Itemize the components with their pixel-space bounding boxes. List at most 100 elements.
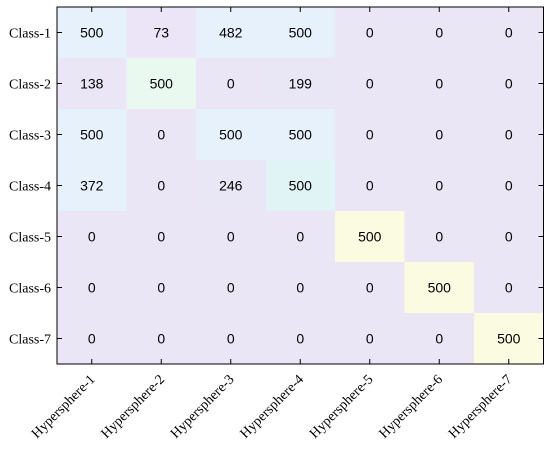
cell-value: 0 [366,331,374,347]
heatmap-cell [265,160,336,212]
cell-value: 0 [157,127,165,143]
cell-value: 0 [366,127,374,143]
heatmap-cell [404,7,475,59]
heatmap-cell [474,160,544,212]
heatmap-cell [196,262,266,314]
heatmap-cell [404,262,475,314]
cell-value: 0 [505,178,513,194]
cell-value: 73 [153,25,169,41]
heatmap-cell [196,58,266,110]
column-label: Hypersphere-5 [307,372,376,441]
cell-value: 0 [157,229,165,245]
heatmap-cell [126,211,197,263]
cell-value: 0 [435,178,443,194]
heatmap-cell [474,7,544,59]
heatmap-cell [57,58,127,110]
cell-value: 199 [289,76,313,92]
cell-value: 0 [227,76,235,92]
cell-value: 0 [435,127,443,143]
cell-value: 0 [435,229,443,245]
cell-value: 500 [80,127,104,143]
cell-value: 0 [505,229,513,245]
row-labels: Class-1 Class-2 Class-3 Class-4 Class-5 Class… [9,27,51,348]
cell-value: 0 [157,280,165,296]
row-label: Class-1 [9,27,51,42]
heatmap-cell [57,313,127,365]
cell-value: 0 [88,331,96,347]
cell-value: 500 [497,331,521,347]
heatmap-cell [265,7,336,59]
cell-value: 0 [505,280,513,296]
heatmap-cells [57,7,544,365]
cell-value: 0 [296,280,304,296]
heatmap-cell [404,211,475,263]
heatmap-cell [126,58,197,110]
heatmap-cell [196,7,266,59]
cell-value: 500 [289,25,313,41]
cell-value: 0 [227,331,235,347]
heatmap-cell [335,313,405,365]
heatmap-cell [474,211,544,263]
heatmap-cell [196,109,266,161]
column-label: Hypersphere-1 [29,372,98,441]
heatmap-cell [404,109,475,161]
heatmap-cell [404,160,475,212]
heatmap-cell [265,58,336,110]
heatmap-cell [126,313,197,365]
cell-value: 0 [296,331,304,347]
cell-value: 500 [219,127,243,143]
row-label: Class-2 [9,78,51,93]
heatmap-cell [57,262,127,314]
cell-value: 0 [227,229,235,245]
cell-value: 482 [219,25,243,41]
cell-value: 500 [80,25,104,41]
cell-value: 500 [150,76,174,92]
row-label: Class-3 [9,129,51,144]
heatmap-cell [265,109,336,161]
heatmap-cell [126,109,197,161]
cell-value: 246 [219,178,243,194]
heatmap-cell [335,262,405,314]
cell-value: 500 [358,229,382,245]
cell-value: 138 [80,76,104,92]
cell-value: 0 [227,280,235,296]
cell-value: 0 [366,178,374,194]
column-label: Hypersphere-7 [446,372,515,441]
heatmap-cell [57,7,127,59]
heatmap-cell [57,211,127,263]
cell-value: 0 [505,127,513,143]
axis-ticks [57,7,544,364]
cell-value: 0 [296,229,304,245]
heatmap-cell [474,109,544,161]
heatmap-cell [474,313,544,365]
row-label: Class-6 [9,282,51,297]
column-label: Hypersphere-6 [377,372,446,441]
cell-value: 0 [157,178,165,194]
heatmap-cell [196,160,266,212]
cell-value: 0 [157,331,165,347]
heatmap-cell [57,160,127,212]
heatmap-cell [126,7,197,59]
cell-value: 0 [366,280,374,296]
heatmap-cell [265,262,336,314]
cell-value: 0 [505,25,513,41]
heatmap-cell [404,58,475,110]
row-label: Class-4 [9,180,51,195]
heatmap-cell-values: 500 73 482 500 0 0 0 138 500 0 199 0 0 0 500 0 500 500 0 0 0… [80,25,521,347]
cell-value: 0 [88,280,96,296]
row-label: Class-7 [9,333,51,348]
heatmap-cell [126,262,197,314]
cell-value: 0 [435,331,443,347]
column-label: Hypersphere-2 [99,372,168,441]
heatmap-cell [474,262,544,314]
cell-value: 0 [88,229,96,245]
heatmap-cell [335,7,405,59]
heatmap-cell [474,58,544,110]
heatmap-cell [265,313,336,365]
heatmap-cell [265,211,336,263]
heatmap-cell [126,160,197,212]
heatmap-cell [335,58,405,110]
heatmap-cell [196,313,266,365]
cell-value: 0 [505,76,513,92]
heatmap-cell [404,313,475,365]
